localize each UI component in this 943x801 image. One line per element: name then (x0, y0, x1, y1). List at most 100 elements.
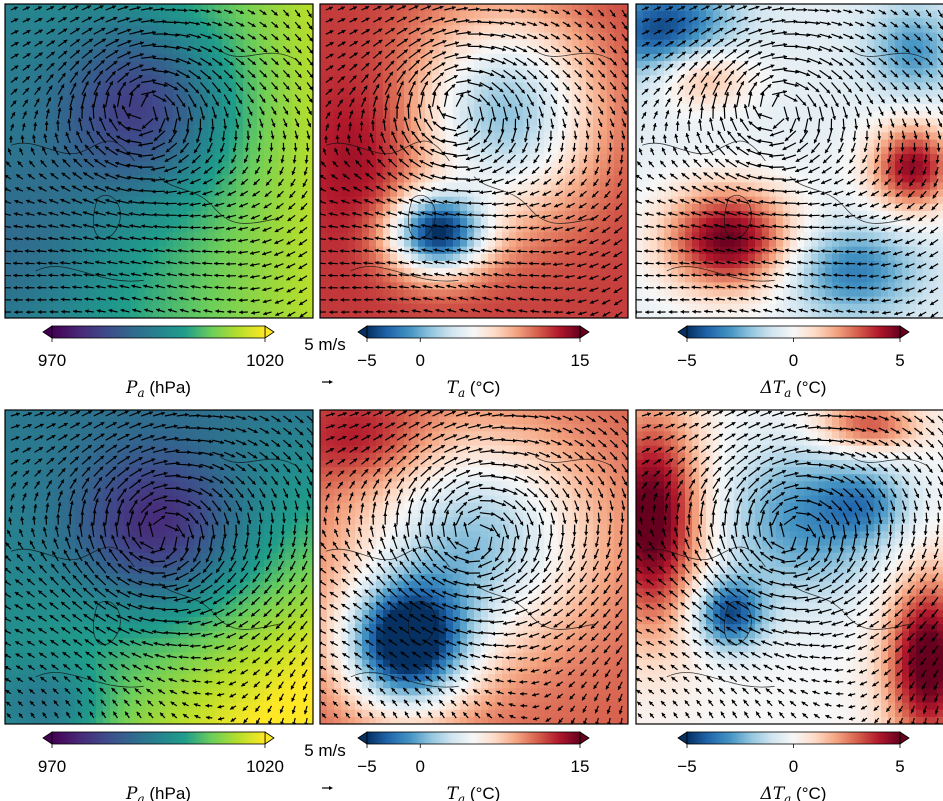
heatmap-cell (383, 32, 391, 41)
heatmap-cell (166, 260, 174, 269)
heatmap-cell (61, 310, 69, 318)
heatmap-cell (537, 89, 545, 98)
heatmap-cell (54, 196, 62, 205)
heatmap-cell (334, 96, 342, 105)
heatmap-cell (26, 32, 34, 41)
wind-arrow-head (251, 73, 256, 78)
heatmap-cell (579, 132, 587, 141)
heatmap-cell (243, 118, 251, 126)
heatmap-cell (327, 168, 335, 176)
heatmap-cell (537, 189, 545, 198)
wind-arrow-head (191, 296, 195, 301)
heatmap-cell (299, 61, 307, 69)
heatmap-cell (390, 153, 398, 162)
heatmap-cell (173, 132, 181, 141)
heatmap-cell (474, 218, 482, 226)
heatmap-cell (474, 225, 482, 233)
heatmap-cell (187, 4, 195, 12)
heatmap-cell (103, 111, 111, 119)
heatmap-cell (208, 89, 216, 98)
heatmap-cell (404, 111, 412, 119)
heatmap-cell (187, 218, 195, 226)
heatmap-cell (320, 18, 328, 27)
heatmap-cell (474, 39, 482, 48)
heatmap-cell (12, 68, 20, 76)
heatmap-cell (306, 53, 313, 62)
heatmap-cell (131, 239, 139, 248)
heatmap-cell (75, 139, 83, 148)
heatmap-cell (47, 111, 55, 119)
heatmap-cell (600, 53, 608, 62)
heatmap-cell (215, 96, 223, 105)
wind-arrow-head (203, 102, 208, 107)
heatmap-cell (292, 182, 300, 191)
heatmap-cell (40, 53, 48, 62)
heatmap-cell (509, 246, 517, 255)
heatmap-cell (516, 118, 524, 126)
heatmap-cell (12, 111, 20, 119)
heatmap-cell (579, 139, 587, 148)
heatmap-cell (460, 196, 468, 205)
heatmap-cell (145, 132, 153, 141)
wind-arrow-head (16, 174, 21, 179)
heatmap-cell (117, 39, 125, 48)
heatmap-cell (61, 260, 69, 269)
heatmap-cell (208, 282, 216, 291)
wind-arrow-head (226, 226, 230, 231)
heatmap-cell (250, 139, 258, 148)
wind-arrow-head (26, 30, 31, 34)
heatmap-cell (292, 253, 300, 262)
wind-arrow-head (19, 148, 23, 152)
heatmap-cell (229, 125, 237, 134)
wind-arrow-head (93, 185, 98, 190)
wind-arrow-head (72, 297, 77, 302)
heatmap-cell (96, 268, 104, 276)
heatmap-cell (397, 203, 405, 212)
wind-arrow-head (206, 89, 210, 94)
wind-arrow-head (82, 92, 87, 97)
heatmap-cell (271, 103, 279, 112)
heatmap-cell (558, 196, 566, 205)
heatmap-cell (82, 32, 90, 41)
heatmap-cell (348, 225, 356, 233)
heatmap-cell (271, 182, 279, 191)
heatmap-cell (33, 125, 41, 134)
wind-arrow-head (226, 238, 230, 243)
heatmap-cell (411, 239, 419, 248)
heatmap-cell (369, 11, 377, 19)
heatmap-cell (600, 89, 608, 98)
heatmap-cell (187, 153, 195, 162)
wind-arrow-head (118, 260, 123, 265)
wind-arrow-head (48, 236, 52, 241)
heatmap-cell (614, 96, 622, 105)
heatmap-cell (579, 246, 587, 255)
heatmap-cell (54, 75, 62, 84)
heatmap-cell (411, 82, 419, 91)
heatmap-cell (222, 11, 230, 19)
heatmap-cell (19, 146, 27, 155)
heatmap-cell (103, 268, 111, 276)
heatmap-cell (215, 103, 223, 112)
heatmap-cell (467, 225, 475, 233)
wind-arrow-head (185, 129, 190, 133)
heatmap-cell (201, 4, 209, 12)
heatmap-cell (208, 275, 216, 283)
heatmap-cell (376, 168, 384, 176)
heatmap-cell (68, 239, 76, 248)
heatmap-cell (446, 82, 454, 91)
wind-arrow-head (250, 227, 255, 232)
wind-arrow (5, 225, 11, 228)
wind-arrow-head (262, 299, 267, 304)
heatmap-cell (488, 75, 496, 84)
heatmap-cell (306, 282, 313, 291)
heatmap-cell (271, 296, 279, 305)
heatmap-cell (593, 175, 601, 184)
heatmap-cell (418, 246, 426, 255)
wind-arrow-head (38, 41, 43, 45)
heatmap-cell (208, 161, 216, 169)
heatmap-cell (551, 53, 559, 62)
map-panel-pa-row1 (5, 4, 313, 318)
heatmap-cell (33, 289, 41, 298)
wind-arrow-head (37, 75, 42, 80)
heatmap-cell (432, 18, 440, 27)
